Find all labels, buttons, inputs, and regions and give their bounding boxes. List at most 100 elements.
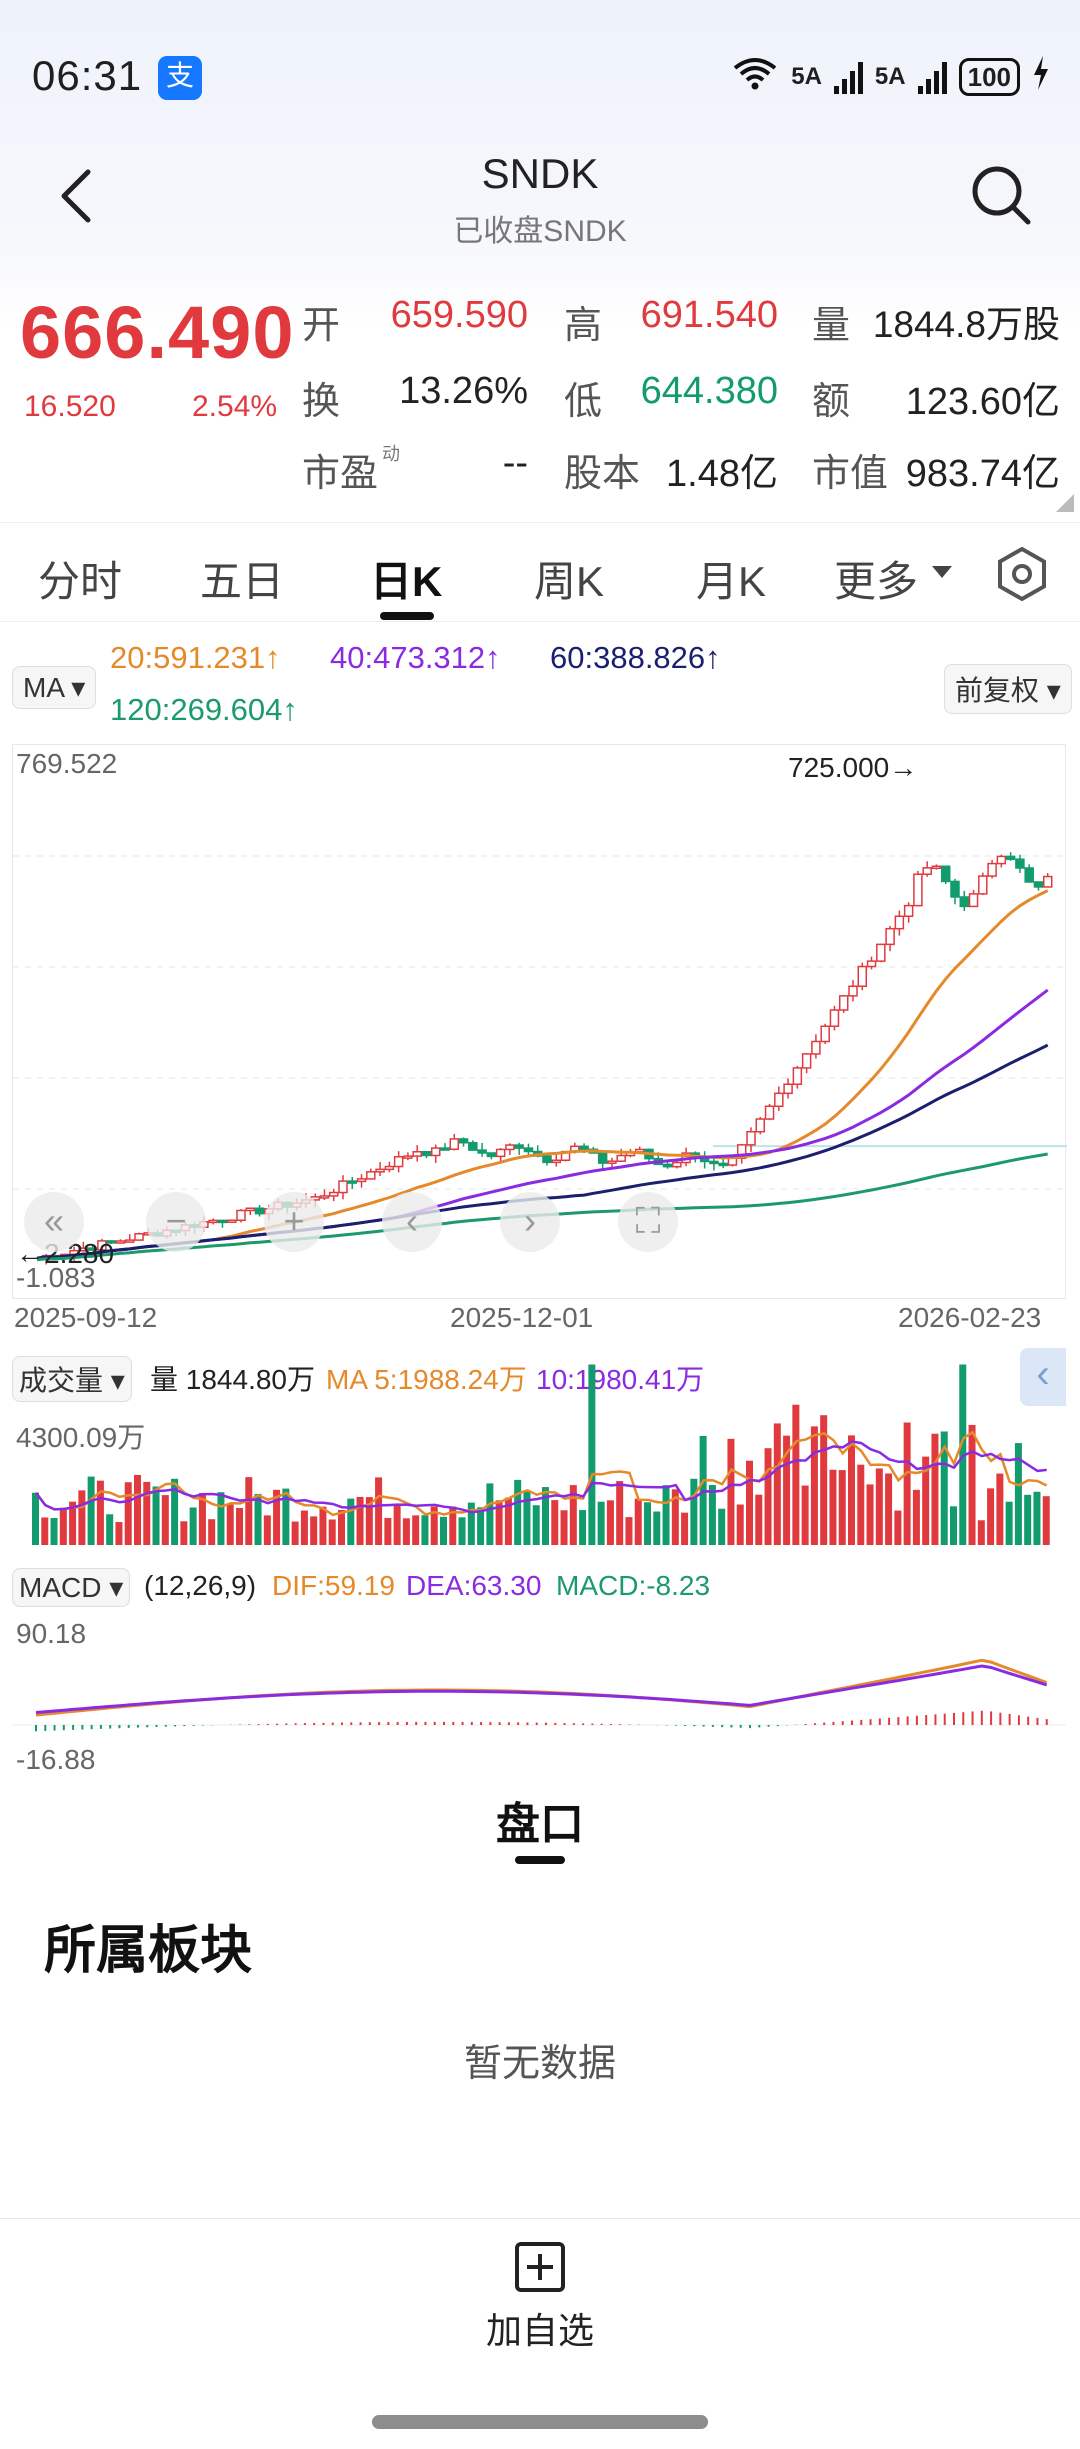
add-watchlist-icon[interactable]	[515, 2242, 565, 2292]
candle-body	[866, 960, 877, 968]
candle-body	[124, 1239, 135, 1243]
candle-body	[764, 1105, 775, 1120]
scroll-left-icon[interactable]: ‹	[382, 1192, 442, 1252]
volume-bar	[681, 1512, 689, 1545]
candle-body	[226, 1219, 237, 1223]
volume-bar	[588, 1364, 596, 1545]
candle-body	[356, 1178, 367, 1183]
search-icon[interactable]	[966, 160, 1036, 230]
candle-body	[894, 915, 905, 930]
candle-body	[820, 1025, 830, 1043]
candle-body	[106, 1240, 116, 1244]
adjust-selector[interactable]: 前复权 ▾	[944, 664, 1072, 714]
volume-bar	[829, 1469, 837, 1545]
indicator-selector[interactable]: MA ▾	[12, 666, 97, 709]
fullscreen-icon[interactable]: ⛶	[618, 1192, 678, 1252]
candle-body	[1033, 881, 1044, 888]
mktcap-value: 983.74亿	[905, 453, 1060, 495]
volume-bar	[597, 1501, 605, 1545]
macd-selector[interactable]: MACD ▾	[12, 1568, 131, 1607]
candle-body	[254, 1207, 265, 1215]
sector-title: 所属板块	[44, 1922, 253, 1980]
candle-body	[523, 1147, 534, 1153]
volume-bar	[273, 1489, 281, 1545]
scroll-right-icon[interactable]: ›	[500, 1192, 560, 1252]
volume-bar	[616, 1481, 624, 1545]
candle-body	[458, 1138, 469, 1144]
volume-bar	[143, 1481, 151, 1545]
volume-bar	[263, 1515, 271, 1545]
date-label: 2025-09-12	[14, 1302, 158, 1333]
scroll-left-fast-icon[interactable]: «	[24, 1192, 84, 1252]
macd-chart[interactable]	[12, 1560, 1066, 1770]
candle-body	[236, 1209, 246, 1221]
candle-body	[366, 1171, 376, 1180]
kline-y-max: 769.522	[16, 748, 118, 779]
tab-more[interactable]: 更多	[834, 558, 919, 605]
candle-body	[551, 1159, 562, 1164]
ma40-value: 40:473.312↑	[330, 640, 501, 675]
volume-bar	[96, 1480, 104, 1545]
volume-bar	[504, 1497, 512, 1545]
tab-daily-k[interactable]: 日K	[370, 558, 443, 605]
empty-state: 暂无数据	[463, 2043, 616, 2085]
low-label: 低	[564, 381, 603, 423]
volume-bar	[236, 1508, 243, 1545]
macd-value: MACD:-8.23	[556, 1570, 711, 1601]
candle-body	[783, 1083, 793, 1095]
zoom-in-icon[interactable]: +	[264, 1192, 324, 1252]
kline-high-marker: 725.000→	[788, 752, 918, 783]
volume-bar	[977, 1520, 985, 1545]
volume-bar	[1024, 1494, 1032, 1545]
candle-body	[755, 1118, 766, 1133]
candle-body	[208, 1219, 218, 1224]
candle-body	[811, 1040, 821, 1055]
volume-bar	[87, 1476, 95, 1545]
volume-bar	[300, 1510, 308, 1545]
back-icon[interactable]	[50, 160, 106, 232]
volume-bar	[940, 1431, 948, 1545]
tab-monthly-k[interactable]: 月K	[696, 558, 767, 605]
volume-bar	[477, 1507, 485, 1545]
candle-body	[996, 855, 1007, 865]
volume-bar	[328, 1519, 336, 1545]
volume-bar	[968, 1424, 976, 1545]
tab-order-book[interactable]: 盘口	[496, 1800, 584, 1849]
volume-bar	[208, 1519, 216, 1545]
ma20-value: 20:591.231↑	[110, 640, 281, 675]
high-value: 691.540	[640, 294, 778, 336]
candle-body	[903, 904, 914, 918]
candle-body	[403, 1155, 413, 1159]
volume-bar	[1005, 1501, 1013, 1545]
volume-bar	[746, 1460, 753, 1545]
volume-bar	[514, 1479, 522, 1545]
add-watchlist-button[interactable]: 加自选	[485, 2310, 594, 2351]
collapse-panel-icon[interactable]: ‹	[1020, 1348, 1066, 1406]
tab-five-day[interactable]: 五日	[200, 558, 285, 605]
candle-body	[727, 1157, 738, 1166]
volume-bar	[384, 1517, 392, 1545]
active-section-indicator	[515, 1856, 565, 1864]
tab-weekly-k[interactable]: 周K	[534, 558, 605, 605]
candle-body	[950, 880, 960, 898]
volume-chart[interactable]	[12, 1340, 1066, 1555]
volume-bar	[653, 1511, 661, 1545]
tab-intraday[interactable]: 分时	[38, 558, 123, 605]
candle-body	[477, 1149, 487, 1154]
charging-icon	[1032, 56, 1050, 97]
candle-body	[1042, 875, 1053, 888]
macd-svg	[12, 1658, 1066, 1732]
home-indicator[interactable]	[372, 2415, 708, 2429]
signal-icon	[917, 60, 947, 94]
network-label: 5A	[874, 62, 906, 90]
volume-bar	[393, 1505, 401, 1545]
volume-bar	[551, 1500, 559, 1545]
candle-body	[922, 867, 932, 875]
settings-hexagon-icon[interactable]	[994, 546, 1050, 607]
volume-bar	[467, 1502, 475, 1545]
volume-bar	[606, 1500, 614, 1545]
macd-params: (12,26,9)	[144, 1570, 257, 1601]
corner-expand-icon[interactable]	[1056, 494, 1074, 512]
zoom-out-icon[interactable]: −	[146, 1192, 206, 1252]
volume-selector[interactable]: 成交量 ▾	[12, 1356, 132, 1402]
